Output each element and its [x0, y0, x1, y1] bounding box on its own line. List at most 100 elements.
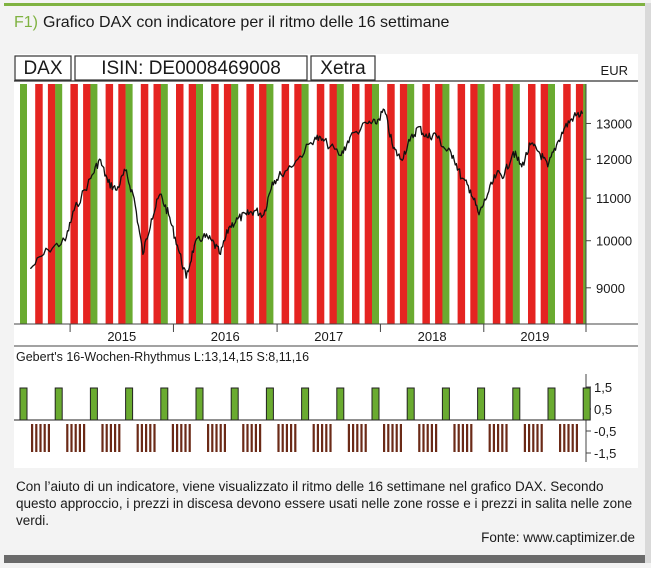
- osc-bar-negative: [347, 424, 350, 452]
- osc-y-tick-label: 1,5: [594, 380, 612, 395]
- price-point: [124, 170, 126, 172]
- figure-title-text: Grafico DAX con indicatore per il ritmo …: [43, 14, 450, 31]
- green-zone: [442, 84, 450, 324]
- red-zone: [540, 84, 549, 324]
- green-zone: [372, 84, 379, 324]
- red-zone: [223, 84, 232, 324]
- header-box: [14, 55, 72, 81]
- osc-bar-positive: [441, 387, 450, 421]
- red-zone: [211, 84, 219, 324]
- price-point: [409, 140, 411, 142]
- price-point: [211, 240, 213, 242]
- osc-bar-negative: [505, 424, 508, 452]
- osc-bar-negative: [277, 424, 280, 452]
- red-zone: [176, 84, 184, 324]
- price-point: [159, 193, 161, 195]
- panel-shadow: [645, 3, 651, 563]
- osc-bar-positive: [125, 387, 134, 421]
- osc-bar-positive: [336, 387, 345, 421]
- price-point: [202, 235, 204, 237]
- price-point: [280, 173, 282, 175]
- red-zone: [492, 84, 501, 324]
- price-point: [30, 267, 32, 269]
- red-zone: [118, 84, 126, 324]
- price-point: [581, 112, 583, 114]
- osc-bar-negative: [325, 424, 328, 452]
- osc-bar-negative: [559, 424, 562, 452]
- red-zone: [153, 84, 161, 324]
- osc-bar-negative: [523, 424, 526, 452]
- osc-bar-negative: [453, 424, 456, 452]
- source-credit: Fonte: www.captimizer.de: [481, 530, 635, 545]
- osc-bar-negative: [426, 424, 429, 452]
- price-point: [314, 136, 316, 138]
- osc-bar-negative: [211, 424, 214, 452]
- osc-bar-negative: [219, 424, 222, 452]
- osc-bar-negative: [70, 424, 73, 452]
- price-point: [366, 122, 368, 125]
- chart-container: 13000 12000 11000 10000 9000 2015 2016 2017 2018…: [14, 54, 638, 468]
- osc-bar-negative: [285, 424, 288, 452]
- osc-bar-negative: [246, 424, 249, 452]
- osc-bar-negative: [466, 424, 469, 452]
- price-point: [297, 158, 299, 160]
- price-point: [254, 209, 256, 212]
- x-tick-label: 2017: [314, 329, 343, 344]
- osc-bar-negative: [294, 424, 297, 452]
- red-zone: [105, 84, 114, 324]
- osc-bar-negative: [356, 424, 359, 452]
- price-point: [392, 147, 394, 149]
- osc-bar-negative: [188, 424, 191, 452]
- osc-bar-negative: [290, 424, 293, 452]
- osc-y-tick-label: -0,5: [594, 424, 616, 439]
- price-point: [349, 136, 351, 138]
- price-point: [193, 244, 195, 246]
- dax-chart: 13000 12000 11000 10000 9000 2015 2016 2017 2018…: [14, 55, 638, 462]
- osc-bar-negative: [254, 424, 257, 452]
- green-zone: [231, 84, 239, 324]
- green-zone: [407, 84, 415, 324]
- osc-bar-negative: [418, 424, 421, 452]
- osc-bar-negative: [528, 424, 531, 452]
- osc-bar-positive: [89, 387, 98, 421]
- osc-bar-negative: [329, 424, 332, 452]
- red-zone: [281, 84, 290, 324]
- price-point: [400, 158, 402, 160]
- red-zone: [563, 84, 571, 324]
- price-point: [90, 177, 92, 179]
- price-point: [245, 214, 248, 216]
- osc-bar-negative: [435, 424, 438, 452]
- osc-bar-negative: [136, 424, 139, 452]
- osc-bar-negative: [492, 424, 495, 452]
- price-point: [142, 253, 144, 255]
- osc-bar-negative: [488, 424, 491, 452]
- osc-bar-positive: [19, 387, 28, 421]
- osc-bar-negative: [497, 424, 500, 452]
- price-point: [435, 133, 437, 135]
- green-zone: [196, 84, 203, 324]
- osc-bar-positive: [54, 387, 63, 421]
- red-zone: [528, 84, 536, 324]
- price-point: [469, 189, 472, 191]
- osc-bar-negative: [470, 424, 473, 452]
- price-point: [263, 214, 265, 216]
- osc-bar-negative: [223, 424, 226, 452]
- red-zone: [47, 84, 56, 324]
- green-zone: [20, 84, 27, 324]
- price-point: [538, 151, 540, 153]
- oscillator-panel: Gebert's 16-Wochen-Rhythmus L:13,14,15 S…: [14, 350, 616, 462]
- osc-bar-negative: [78, 424, 81, 452]
- osc-bar-negative: [536, 424, 539, 452]
- price-point: [176, 244, 178, 246]
- osc-bar-negative: [43, 424, 46, 452]
- osc-bar-negative: [114, 424, 117, 452]
- price-point: [107, 181, 109, 183]
- osc-bar-negative: [47, 424, 50, 452]
- price-point: [185, 277, 187, 279]
- price-point: [564, 126, 566, 128]
- figure-tag: F1): [14, 14, 38, 31]
- osc-bar-positive: [160, 387, 169, 421]
- red-zone: [70, 84, 78, 324]
- osc-bar-positive: [477, 387, 486, 421]
